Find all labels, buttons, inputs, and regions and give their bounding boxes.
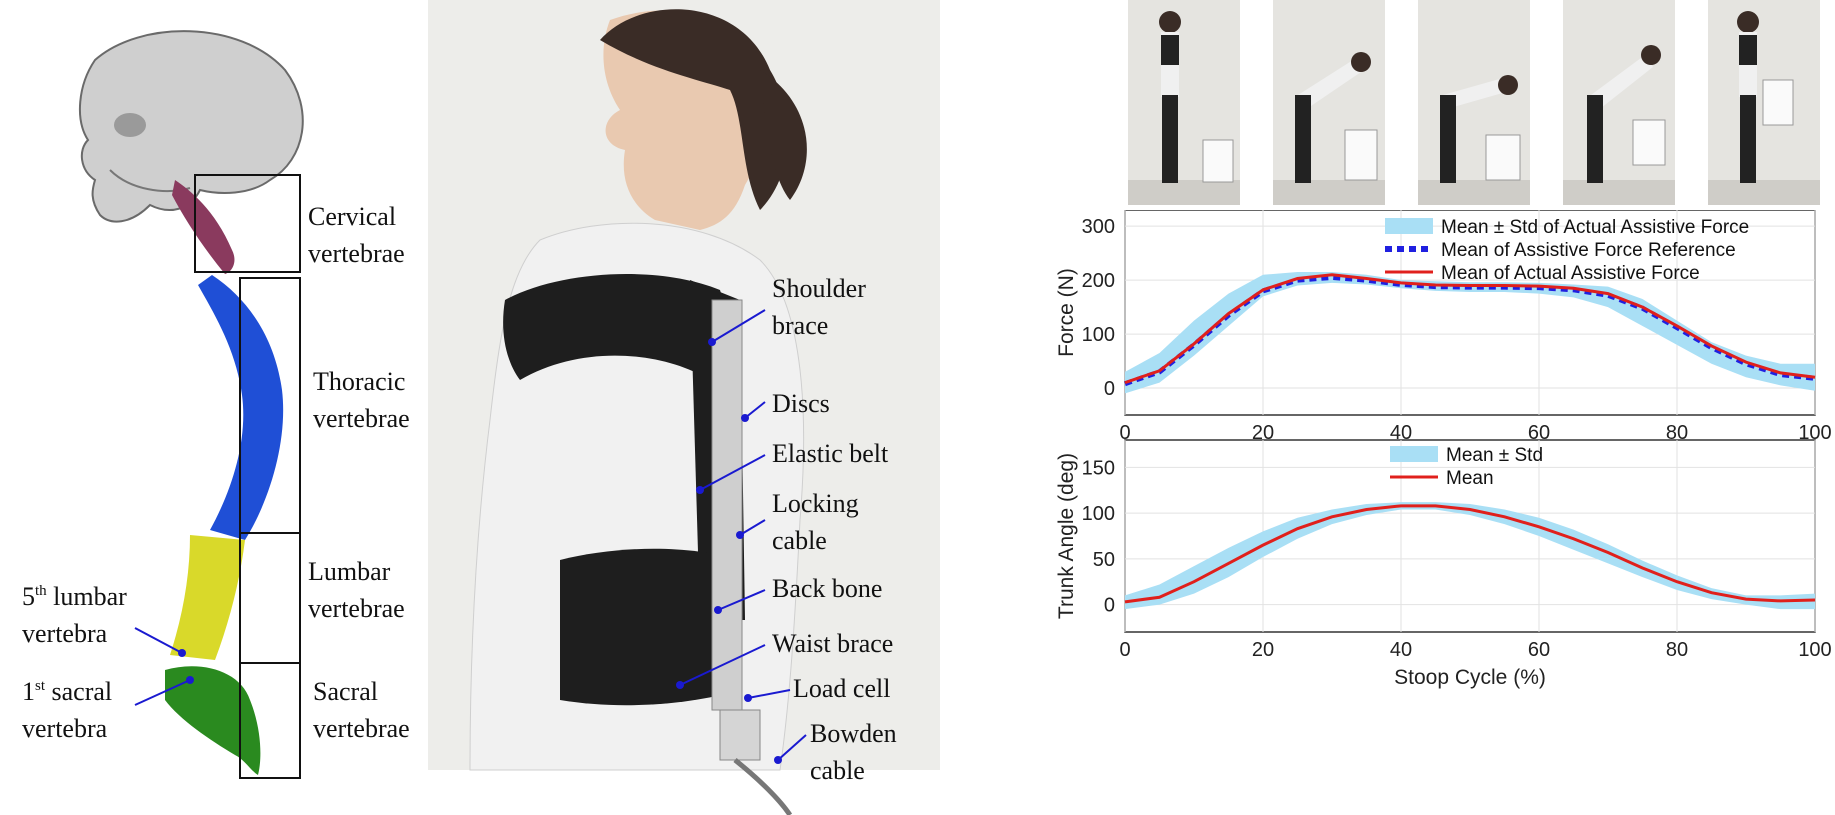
- photo-frame-5: [1708, 0, 1820, 205]
- y-axis-label: Force (N): [1055, 268, 1078, 357]
- load-cell-label: Load cell: [793, 674, 890, 703]
- first-sacral-label: 1st sacral: [22, 677, 112, 706]
- photo-frame-4: [1563, 0, 1675, 205]
- fifth-lumbar-label-line2: vertebra: [22, 619, 108, 648]
- std-band: [1125, 272, 1815, 394]
- y-tick-label: 0: [1104, 595, 1115, 617]
- photo-frame-3: [1418, 0, 1530, 205]
- x-tick-label: 60: [1528, 422, 1550, 444]
- sacral-vertebrae-shape: [165, 666, 261, 775]
- lumbar-label: Lumbar: [308, 557, 391, 586]
- legend-swatch: [1390, 446, 1438, 462]
- y-tick-label: 300: [1082, 216, 1115, 238]
- charts-area: 0 20 40 60 80 100 0 100 200 300 Mean ± Std of Actu…: [1045, 210, 1835, 815]
- sacral-label-line2: vertebrae: [313, 714, 410, 743]
- y-tick-label: 100: [1082, 503, 1115, 525]
- thoracic-label: Thoracic: [313, 367, 405, 396]
- x-tick-label: 60: [1528, 639, 1550, 661]
- device-figure: Cervical vertebrae Thoracic vertebrae Lu…: [22, 0, 940, 815]
- y-axis-label: Trunk Angle (deg): [1055, 453, 1078, 619]
- device-pointer-dots: [676, 338, 782, 764]
- x-tick-label: 20: [1252, 422, 1274, 444]
- photo-frame-2: [1273, 0, 1385, 205]
- y-tick-label: 50: [1093, 549, 1115, 571]
- y-tick-label: 0: [1104, 378, 1115, 400]
- y-tick-label: 150: [1082, 457, 1115, 479]
- x-tick-label: 100: [1798, 422, 1831, 444]
- mean-line: [1124, 273, 1816, 385]
- spine-and-device-illustration: Cervical vertebrae Thoracic vertebrae Lu…: [22, 0, 940, 815]
- fifth-lumbar-label: 5th lumbar: [22, 582, 127, 611]
- lumbar-vertebrae-shape: [170, 535, 245, 660]
- x-axis-label: Stoop Cycle (%): [1394, 666, 1546, 689]
- y-tick-label: 200: [1082, 270, 1115, 292]
- bowden-cable-label: Bowden: [810, 719, 897, 748]
- photo-frame-1: [1128, 0, 1240, 205]
- legend-swatch: [1385, 218, 1433, 234]
- chart-1: 0 20 40 60 80 100 0 100 200 300 Mean ± Std of Actu…: [1055, 210, 1832, 444]
- legend-label: Mean ± Std of Actual Assistive Force: [1441, 217, 1749, 238]
- x-tick-label: 40: [1390, 422, 1412, 444]
- locking-cable-label: Locking: [772, 489, 859, 518]
- cervical-vertebrae-shape: [172, 180, 235, 274]
- legend-label: Mean of Assistive Force Reference: [1441, 240, 1736, 261]
- sacral-label: Sacral: [313, 677, 378, 706]
- x-tick-label: 0: [1119, 422, 1130, 444]
- x-tick-label: 40: [1390, 639, 1412, 661]
- locking-cable-label-line2: cable: [772, 526, 827, 555]
- elastic-belt-label: Elastic belt: [772, 439, 889, 468]
- x-tick-label: 100: [1798, 639, 1831, 661]
- mean-line: [1124, 504, 1816, 604]
- vertebra-region-boxes: [194, 174, 301, 779]
- spine-pointers: [134, 627, 191, 706]
- x-tick-label: 0: [1119, 639, 1130, 661]
- cervical-label: Cervical: [308, 202, 396, 231]
- y-tick-label: 100: [1082, 324, 1115, 346]
- x-tick-label: 80: [1666, 639, 1688, 661]
- first-sacral-label-line2: vertebra: [22, 714, 108, 743]
- cervical-label-line2: vertebrae: [308, 239, 405, 268]
- stoop-motion-photos: [1128, 0, 1828, 210]
- bowden-cable-label-line2: cable: [810, 756, 865, 785]
- thoracic-vertebrae-shape: [198, 275, 284, 540]
- legend-label: Mean ± Std: [1446, 445, 1543, 466]
- lumbar-label-line2: vertebrae: [308, 594, 405, 623]
- shoulder-brace-label-line2: brace: [772, 311, 828, 340]
- legend-label: Mean: [1446, 468, 1494, 489]
- waist-brace-label: Waist brace: [772, 629, 893, 658]
- back-bone-label: Back bone: [772, 574, 882, 603]
- x-tick-label: 80: [1666, 422, 1688, 444]
- discs-label: Discs: [772, 389, 830, 418]
- x-tick-label: 20: [1252, 639, 1274, 661]
- shoulder-brace-label: Shoulder: [772, 274, 866, 303]
- thoracic-label-line2: vertebrae: [313, 404, 410, 433]
- device-pointers: [679, 309, 807, 761]
- legend-label: Mean of Actual Assistive Force: [1441, 263, 1700, 284]
- wearer-photo: [428, 0, 940, 815]
